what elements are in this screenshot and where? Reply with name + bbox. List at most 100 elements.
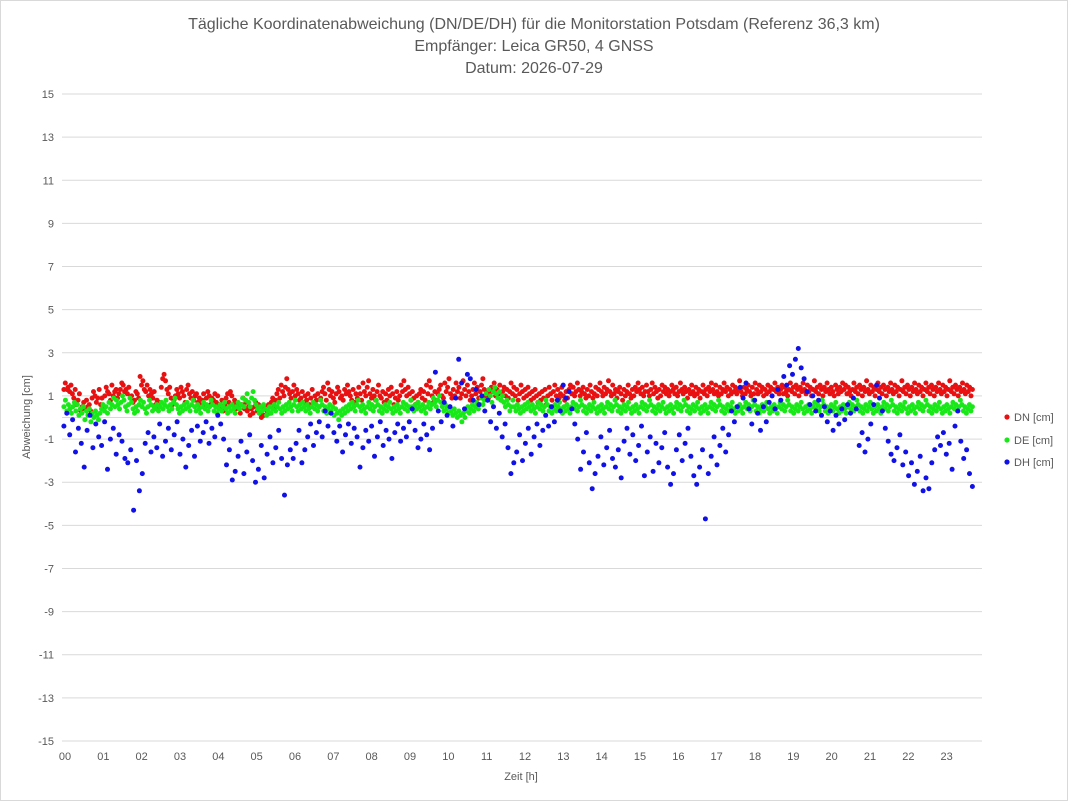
data-point [409,389,415,395]
data-point [483,391,489,397]
data-point [97,410,103,416]
data-point [912,380,918,386]
data-point [114,397,119,403]
data-point [540,408,546,414]
data-point [612,464,618,470]
data-point [775,387,781,392]
data-point [424,382,429,388]
data-point [912,410,918,416]
data-point [295,391,301,397]
data-point [96,387,102,392]
data-point [124,408,130,414]
data-point [116,432,122,438]
data-point [261,475,267,481]
data-point [555,387,561,392]
data-point [241,404,247,410]
data-point [830,427,836,433]
data-point [345,382,350,388]
data-point [244,449,250,455]
data-point [221,436,227,442]
data-point [660,399,666,405]
data-point [405,384,411,390]
data-point [969,404,975,410]
data-point [574,380,580,386]
data-point [957,397,963,403]
data-point [856,443,862,448]
data-point [673,384,679,390]
data-point [499,434,505,440]
data-point [464,382,470,388]
data-point [350,387,356,392]
data-point [706,384,712,390]
data-point [639,384,645,390]
data-point [575,436,581,442]
data-point [875,402,881,408]
data-point [394,402,400,408]
data-point [308,395,314,401]
data-point [415,399,421,405]
data-point [913,387,919,392]
data-point [311,443,316,448]
chart-title-line-3: Datum: 2026-07-29 [465,60,603,77]
data-point [528,451,534,457]
data-point [137,374,143,379]
data-point [143,389,149,395]
data-point [920,408,926,414]
data-point [610,382,616,388]
data-point [692,408,698,414]
data-point [117,387,123,392]
data-point [299,460,305,466]
data-point [935,434,941,440]
data-point [160,406,166,412]
data-point [337,423,343,429]
data-point [287,447,293,453]
data-point [258,443,264,448]
data-point [504,397,510,403]
data-point [615,447,621,453]
data-point [507,408,513,414]
data-point [291,382,297,388]
data-point [676,432,682,438]
data-point [525,399,531,405]
data-point [899,408,905,414]
data-point [305,434,311,440]
data-point [685,425,691,431]
data-point [549,397,555,403]
data-point [253,402,259,408]
data-point [134,458,139,464]
data-point [597,380,603,386]
data-point [883,393,889,399]
data-point [227,389,233,395]
data-point [422,397,428,403]
data-point [229,402,235,408]
data-point [673,447,679,453]
data-point [677,380,683,386]
data-point [627,451,633,457]
data-point [824,380,830,386]
data-point [550,389,556,395]
data-point [909,384,915,390]
data-point [798,365,804,371]
data-point [363,410,369,416]
data-point [75,397,81,403]
data-point [937,387,943,392]
data-point [511,460,517,466]
data-point [627,391,633,397]
data-point [718,391,724,397]
data-point [607,427,613,433]
data-point [543,412,549,418]
data-point [669,382,675,388]
data-point [147,397,152,403]
data-point [183,464,189,470]
legend-label-dh: DH [cm] [1014,457,1054,469]
data-point [406,419,412,425]
y-axis-title: Abweichung [cm] [21,375,33,459]
data-point [727,387,733,392]
data-point [459,391,465,397]
data-point [903,391,909,397]
data-point [714,462,720,468]
data-point [241,471,247,477]
data-point [891,458,897,464]
data-point [909,460,914,466]
x-tick-label: 12 [519,751,531,763]
